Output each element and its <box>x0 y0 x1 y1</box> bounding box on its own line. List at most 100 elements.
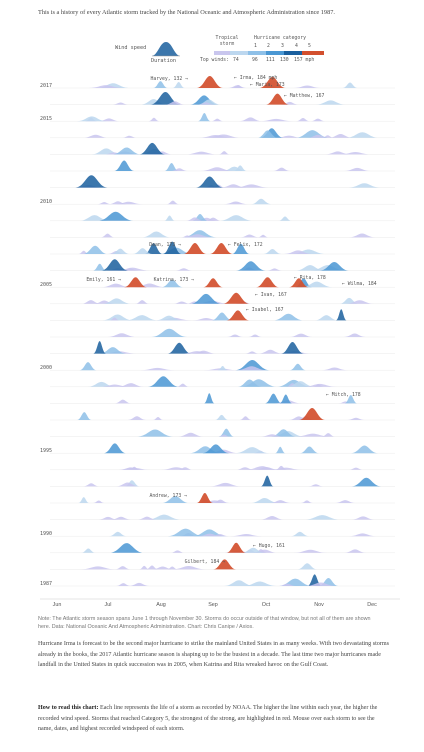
storm-ridge <box>348 233 376 238</box>
year-label: 2017 <box>40 83 52 89</box>
storm-ridge <box>218 151 230 155</box>
storm-ridge <box>218 428 234 437</box>
storm-ridge <box>257 130 278 138</box>
year-label: 1990 <box>40 531 52 537</box>
storm-ridge-cat5 <box>259 77 286 88</box>
storm-ridge <box>103 443 126 454</box>
storm-ridge <box>79 362 97 371</box>
storm-ridge <box>297 563 317 570</box>
storm-ridge <box>273 167 291 171</box>
storm-annotation: ← Maria, 173 <box>250 82 285 88</box>
storm-ridge <box>135 300 150 304</box>
storm-ridge <box>295 130 330 138</box>
storm-ridge <box>202 444 230 454</box>
storm-annotation: Harvey, 132 → <box>150 76 188 82</box>
storm-ridge <box>260 475 274 487</box>
storm-ridge <box>82 134 109 138</box>
storm-ridge <box>133 248 153 254</box>
storm-ridge <box>109 543 144 553</box>
storm-ridge <box>307 134 329 138</box>
x-tick-label: Jul <box>105 602 112 608</box>
storm-ridge <box>111 516 131 520</box>
storm-ridge <box>343 333 366 337</box>
storm-ridge <box>344 549 367 553</box>
storm-ridge <box>178 432 204 437</box>
storm-ridge <box>344 167 371 171</box>
storm-ridge <box>81 548 96 553</box>
storm-ridge <box>325 151 351 155</box>
storm-ridge <box>260 515 284 520</box>
storm-ridge <box>167 342 192 354</box>
storm-ridge <box>314 315 338 321</box>
storm-ridge <box>339 151 371 155</box>
storm-ridge <box>190 293 222 304</box>
storm-ridge <box>279 394 293 404</box>
storm-ridge <box>99 347 127 354</box>
storm-ridge-cat5 <box>226 542 247 553</box>
storm-ridge-cat5 <box>196 493 214 503</box>
storm-ridge <box>151 566 174 570</box>
storm-ridge <box>214 414 229 420</box>
storm-ridge <box>141 231 171 238</box>
storm-ridge <box>301 281 333 288</box>
year-label: 2010 <box>40 199 52 205</box>
storm-ridge <box>291 531 309 537</box>
storm-annotation: Emily, 161 → <box>86 277 121 283</box>
storm-ridge <box>172 82 185 88</box>
storm-ridge <box>171 168 188 171</box>
storm-ridge <box>237 379 262 387</box>
storm-ridge <box>271 429 296 437</box>
storm-ridge <box>245 351 259 354</box>
storm-ridge <box>181 351 213 354</box>
storm-ridge-cat5 <box>223 292 250 304</box>
storm-ridge <box>137 429 174 437</box>
storm-ridge <box>118 383 144 387</box>
storm-ridge <box>109 531 127 537</box>
storm-ridge <box>260 434 284 437</box>
storm-ridge <box>273 313 304 321</box>
x-tick-label: Oct <box>262 602 271 608</box>
year-label: 2005 <box>40 282 52 288</box>
storm-ridge <box>101 259 129 271</box>
storm-annotation: ← Isabel, 167 <box>246 307 284 313</box>
storm-ridge <box>166 200 180 205</box>
storm-ridge <box>250 498 279 503</box>
storm-ridge <box>195 176 224 188</box>
storm-ridge <box>138 142 166 155</box>
storm-ridge <box>100 233 115 238</box>
storm-ridge <box>219 215 253 221</box>
storm-ridge <box>164 163 179 171</box>
storm-ridge <box>223 201 248 205</box>
storm-ridge <box>97 211 134 221</box>
storm-ridge <box>350 445 379 454</box>
storm-ridge-cat5 <box>124 277 148 288</box>
storm-ridge <box>125 315 158 321</box>
storm-ridge <box>328 134 353 138</box>
storm-ridge <box>166 566 178 570</box>
storm-ridge <box>150 91 181 105</box>
storm-ridge <box>186 217 204 221</box>
storm-ridge <box>100 384 130 387</box>
storm-ridge <box>204 393 215 404</box>
storm-ridge <box>137 516 157 520</box>
storm-ridge <box>311 118 325 122</box>
storm-annotation: ← Wilma, 184 <box>342 281 377 287</box>
storm-ridge <box>114 399 132 404</box>
storm-annotation: ← Hugo, 161 <box>253 543 285 549</box>
storm-annotation: Katrina, 173 → <box>154 277 195 283</box>
storm-ridge <box>321 433 335 437</box>
storm-ridge-cat5 <box>289 278 309 288</box>
storm-ridge <box>253 467 280 470</box>
storm-ridge <box>319 261 349 271</box>
storm-ridge <box>165 101 185 105</box>
storm-ridge <box>351 477 382 487</box>
storm-ridge <box>181 235 194 238</box>
storm-ridge <box>243 581 277 586</box>
storm-ridge <box>264 393 282 404</box>
storm-ridge <box>335 309 347 321</box>
storm-ridge <box>116 482 140 487</box>
storm-ridge <box>192 318 220 321</box>
storm-ridge <box>239 117 262 122</box>
storm-ridge-cat5 <box>196 76 223 88</box>
storm-ridge <box>109 317 120 321</box>
